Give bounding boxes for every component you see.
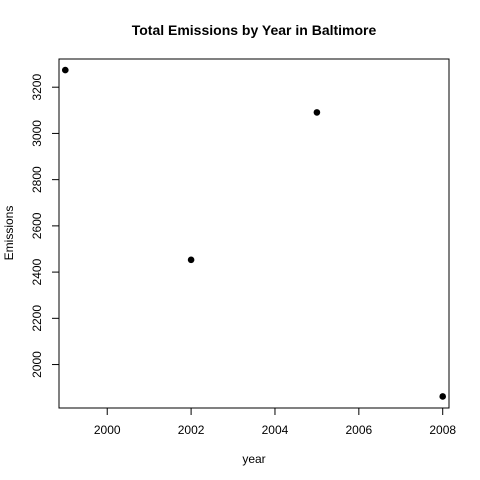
x-tick-label: 2008 — [429, 423, 456, 437]
y-axis-label: Emissions — [2, 206, 16, 261]
x-axis: 2000 2002 2004 2006 2008 — [94, 408, 456, 437]
data-points — [61, 66, 447, 400]
y-tick-label: 3200 — [30, 74, 44, 101]
x-axis-label: year — [242, 452, 265, 466]
data-point — [439, 393, 447, 400]
data-point — [187, 256, 195, 264]
data-point — [61, 66, 69, 74]
chart-title: Total Emissions by Year in Baltimore — [132, 22, 377, 38]
y-axis: 2000 2200 2400 2600 2800 3000 3200 — [30, 74, 59, 378]
y-tick-label: 2600 — [30, 212, 44, 239]
plot-frame — [58, 58, 450, 409]
x-tick-label: 2004 — [262, 423, 289, 437]
x-tick-label: 2006 — [345, 423, 372, 437]
y-tick-label: 2200 — [30, 305, 44, 332]
y-tick-label: 2000 — [30, 351, 44, 378]
y-tick-label: 3000 — [30, 120, 44, 147]
data-point — [313, 109, 321, 116]
y-tick-label: 2800 — [30, 166, 44, 193]
x-tick-label: 2002 — [178, 423, 205, 437]
x-tick-label: 2000 — [94, 423, 121, 437]
y-tick-label: 2400 — [30, 258, 44, 285]
